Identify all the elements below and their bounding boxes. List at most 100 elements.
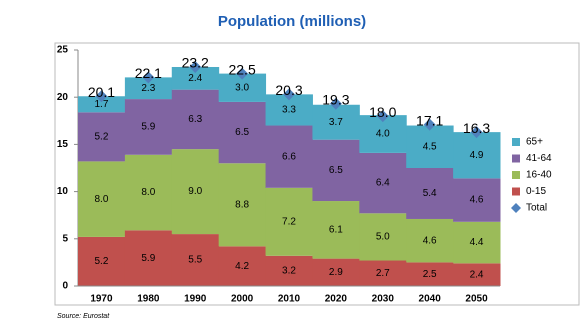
total-label: 16.3 (463, 120, 490, 136)
data-label: 8.0 (141, 187, 155, 198)
area-segment (78, 112, 126, 162)
chart-title: Population (millions) (218, 13, 366, 30)
legend-swatch (512, 187, 520, 196)
x-tick-label: 2020 (325, 294, 348, 305)
legend-label: Total (526, 203, 547, 214)
total-label: 23.2 (182, 55, 209, 71)
x-tick-label: 1980 (137, 294, 160, 305)
data-label: 3.7 (329, 117, 343, 128)
x-tick-label: 1970 (90, 294, 113, 305)
total-label: 18.0 (369, 104, 396, 120)
data-label: 2.7 (376, 268, 390, 279)
area-segment (359, 213, 407, 261)
total-marker (470, 126, 483, 139)
total-marker (329, 97, 342, 110)
data-label: 4.6 (423, 235, 437, 246)
data-label: 6.6 (282, 151, 296, 162)
area-segment (265, 187, 313, 256)
total-marker (423, 118, 436, 131)
total-marker (283, 88, 295, 101)
area-segment (265, 255, 313, 286)
x-tick-label: 2040 (419, 294, 442, 305)
area-segment (453, 178, 501, 222)
legend-swatch (512, 154, 520, 163)
data-label: 5.0 (376, 232, 390, 243)
area-segment (124, 99, 173, 155)
total-label: 22.5 (228, 61, 255, 77)
data-label: 2.9 (329, 267, 343, 278)
total-label: 20.3 (275, 82, 302, 98)
legend-label: 65+ (526, 137, 543, 148)
area-segment (312, 139, 360, 202)
data-label: 5.2 (94, 131, 108, 142)
legend-label: 0-15 (526, 186, 546, 197)
data-label: 6.1 (329, 224, 343, 235)
area-segment (406, 125, 454, 168)
total-marker (142, 71, 155, 84)
area-segment (453, 132, 501, 179)
data-label: 4.0 (376, 129, 390, 140)
area-segment (265, 125, 313, 188)
area-segment (124, 154, 173, 231)
y-tick-label: 10 (57, 186, 69, 197)
area-segment (171, 234, 220, 286)
legend-label: 41-64 (526, 153, 552, 164)
total-label: 22.1 (135, 65, 162, 81)
area-segment (406, 218, 454, 263)
x-tick-label: 2030 (372, 294, 395, 305)
total-marker (376, 110, 389, 123)
total-marker (236, 67, 249, 80)
x-tick-label: 2050 (465, 294, 488, 305)
data-label: 6.3 (188, 114, 202, 125)
data-label: 5.5 (188, 255, 202, 266)
area-segment (359, 152, 407, 214)
data-label: 4.6 (470, 195, 484, 206)
area-segment (312, 104, 360, 140)
legend-swatch (511, 203, 521, 213)
data-label: 6.5 (329, 165, 343, 176)
y-tick-label: 5 (62, 233, 68, 244)
data-label: 8.0 (94, 194, 108, 205)
data-label: 5.2 (94, 256, 108, 267)
data-label: 2.3 (141, 83, 155, 94)
data-label: 2.4 (188, 73, 202, 84)
area-segment (171, 89, 220, 150)
legend-label: 16-40 (526, 170, 552, 181)
data-label: 6.5 (235, 127, 249, 138)
area-segment (218, 101, 267, 164)
total-marker (189, 60, 202, 73)
area-segment (359, 260, 407, 286)
area-segment (453, 221, 501, 264)
data-label: 9.0 (188, 186, 202, 197)
x-tick-label: 2000 (231, 294, 254, 305)
data-label: 4.9 (470, 150, 484, 161)
total-label: 19.3 (322, 92, 349, 108)
total-label: 17.1 (416, 112, 443, 128)
y-tick-label: 0 (62, 281, 68, 292)
data-label: 4.4 (470, 237, 484, 248)
data-label: 5.4 (423, 188, 437, 199)
data-label: 3.2 (282, 266, 296, 277)
area-segment (171, 66, 220, 90)
data-label: 4.2 (235, 261, 249, 272)
area-segment (78, 161, 126, 237)
y-tick-label: 25 (57, 45, 69, 56)
data-label: 5.9 (141, 122, 155, 133)
area-segment (453, 263, 501, 286)
data-label: 6.4 (376, 178, 390, 189)
area-segment (78, 96, 126, 113)
area-segment (218, 163, 267, 247)
x-tick-label: 1990 (184, 294, 207, 305)
y-tick-label: 20 (57, 92, 69, 103)
x-tick-label: 2010 (278, 294, 301, 305)
area-segment (312, 258, 360, 286)
data-label: 2.4 (470, 269, 484, 280)
data-label: 8.8 (235, 199, 249, 210)
data-label: 2.5 (423, 269, 437, 280)
area-segment (218, 246, 267, 286)
data-label: 5.9 (141, 253, 155, 264)
legend-swatch (512, 138, 520, 146)
legend-swatch (512, 171, 520, 179)
source-note: Source: Eurostat (57, 313, 110, 320)
